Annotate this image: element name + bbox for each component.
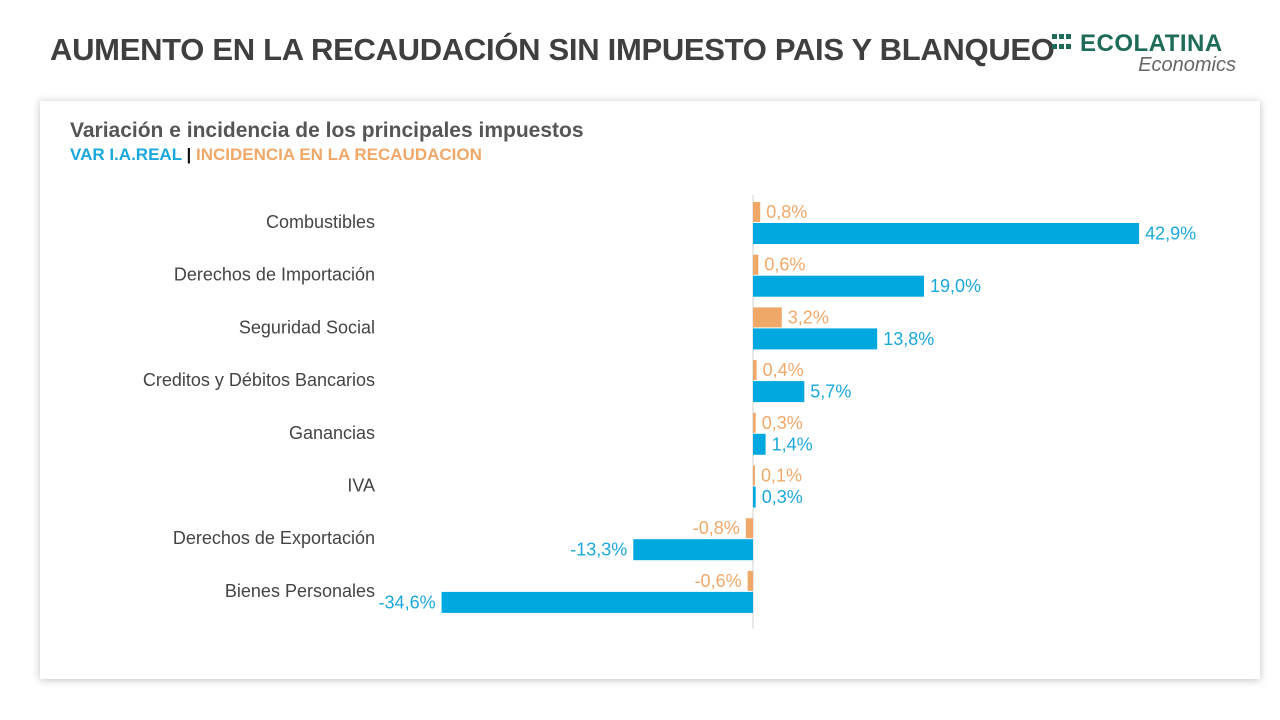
data-label: 42,9% — [1145, 224, 1196, 244]
var-real-bar — [441, 591, 753, 613]
data-label: 0,1% — [761, 466, 802, 486]
data-label: 13,8% — [883, 329, 934, 349]
data-label: 5,7% — [810, 382, 851, 402]
incidencia-bar — [753, 412, 756, 433]
data-label: 19,0% — [930, 276, 981, 296]
var-real-bar — [633, 539, 753, 561]
incidencia-bar — [753, 254, 759, 275]
chart-legend: VAR I.A.REAL | INCIDENCIA EN LA RECAUDAC… — [70, 145, 482, 165]
chart-card: Variación e incidencia de los principale… — [40, 101, 1260, 679]
data-label: 0,4% — [763, 360, 804, 380]
data-label: 3,2% — [788, 307, 829, 327]
data-label: -0,6% — [695, 571, 742, 591]
var-real-bar — [753, 433, 766, 455]
category-label: Bienes Personales — [225, 581, 375, 601]
legend-incidencia: INCIDENCIA EN LA RECAUDACION — [196, 145, 482, 164]
data-label: 0,3% — [762, 413, 803, 433]
incidencia-bar — [753, 202, 761, 222]
data-label: 0,3% — [762, 487, 803, 507]
bar-chart: Combustibles 0,8% 42,9% Derechos de Importa… — [143, 195, 1196, 629]
var-real-bar — [753, 486, 756, 508]
logo-text: ECOLATINA — [1080, 30, 1223, 57]
ecolatina-logo: ECOLATINA Economics — [1052, 30, 1242, 80]
incidencia-bar — [753, 307, 782, 328]
data-label: 0,8% — [766, 202, 807, 222]
data-label: -0,8% — [693, 518, 740, 538]
incidencia-bar — [753, 465, 755, 486]
category-label: Ganancias — [289, 423, 375, 443]
incidencia-bar — [745, 518, 753, 539]
incidencia-bar — [753, 360, 757, 381]
data-label: 1,4% — [772, 434, 813, 454]
category-label: Creditos y Débitos Bancarios — [143, 370, 375, 390]
category-label: Derechos de Importación — [174, 265, 375, 285]
var-real-bar — [753, 223, 1140, 244]
var-real-bar — [753, 328, 878, 350]
logo-grid-icon — [1052, 34, 1074, 52]
incidencia-bar — [747, 570, 753, 591]
data-label: 0,6% — [764, 255, 805, 275]
category-label: Seguridad Social — [239, 317, 375, 337]
logo-subtext: Economics — [1138, 54, 1236, 76]
chart-title: Variación e incidencia de los principale… — [70, 119, 584, 142]
legend-var-real: VAR I.A.REAL — [70, 145, 182, 164]
data-label: -13,3% — [570, 540, 627, 560]
category-label: Derechos de Exportación — [173, 528, 375, 548]
category-label: IVA — [347, 476, 375, 496]
page-title: AUMENTO EN LA RECAUDACIÓN SIN IMPUESTO P… — [50, 32, 1055, 67]
var-real-bar — [753, 381, 805, 403]
legend-separator: | — [186, 145, 192, 164]
data-label: -34,6% — [379, 592, 436, 612]
category-label: Combustibles — [266, 212, 375, 232]
var-real-bar — [753, 275, 924, 297]
